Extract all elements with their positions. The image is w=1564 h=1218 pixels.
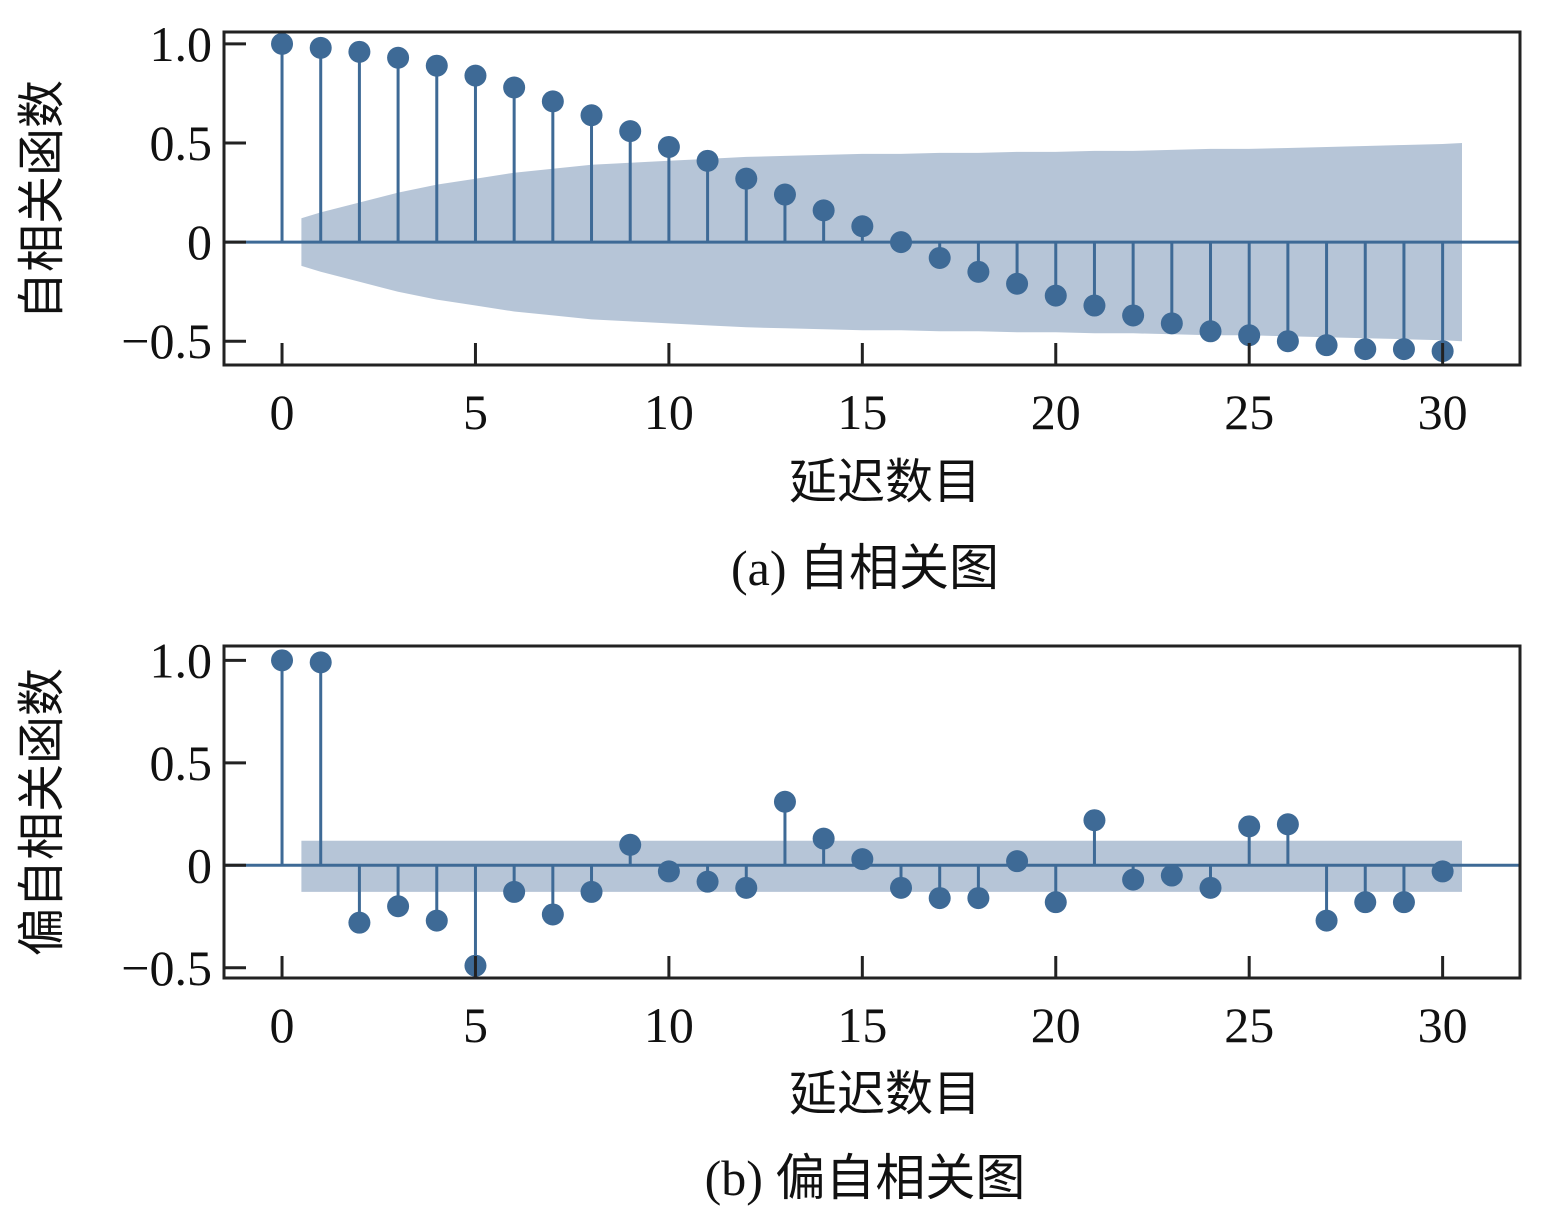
plot-frame <box>222 30 1522 367</box>
stem-marker <box>309 651 332 674</box>
stem-marker <box>541 90 564 113</box>
stem-marker <box>271 649 294 672</box>
stem-marker <box>619 833 642 856</box>
axes-frame <box>222 30 1522 367</box>
stem-marker <box>387 46 410 69</box>
stem-marker <box>541 903 564 926</box>
stem-marker <box>773 183 796 206</box>
chart-caption: (a) 自相关图 <box>731 540 999 596</box>
y-tick-label: −0.5 <box>121 940 212 996</box>
stem-marker <box>967 260 990 283</box>
x-tick-label: 25 <box>1224 997 1274 1053</box>
axes-frame <box>222 644 1522 980</box>
tick-layer: 0 5 10 15 20 25 30 1.0 0.5 0 −0.5 <box>121 632 1467 1053</box>
stem-marker <box>271 32 294 55</box>
stem-marker <box>348 40 371 63</box>
stem-marker <box>1315 909 1338 932</box>
y-tick-label: 1.0 <box>150 16 213 72</box>
stem-marker <box>657 860 680 883</box>
x-tick-label: 15 <box>837 384 887 440</box>
stem-marker <box>1199 876 1222 899</box>
y-tick-label: 0 <box>187 837 212 893</box>
stem-marker <box>425 54 448 77</box>
stem-marker <box>735 167 758 190</box>
y-axis-title: 偏自相关函数 <box>14 668 70 956</box>
y-tick-label: 0 <box>187 214 212 270</box>
stem-marker <box>1431 860 1454 883</box>
stem-marker <box>1238 324 1261 347</box>
stem-marker <box>1083 809 1106 832</box>
x-tick-label: 25 <box>1224 384 1274 440</box>
stem-marker <box>425 909 448 932</box>
stem-marker <box>851 848 874 871</box>
stem-marker <box>1083 294 1106 317</box>
stem-marker <box>580 104 603 127</box>
stem-marker <box>890 876 913 899</box>
x-axis-title: 延迟数目 <box>789 454 981 510</box>
stem-marker <box>1006 272 1029 295</box>
pacf-panel: 0 5 10 15 20 25 30 1.0 0.5 0 −0.5 延迟数目 偏自相关函数 (b) … <box>14 632 1522 1206</box>
x-tick-label: 15 <box>837 997 887 1053</box>
stem-marker <box>696 149 719 172</box>
x-tick-label: 10 <box>644 997 694 1053</box>
plot-frame <box>222 644 1522 980</box>
stem-marker <box>1044 891 1067 914</box>
stem-layer <box>224 649 1520 977</box>
stem-marker <box>387 895 410 918</box>
stem-marker <box>657 135 680 158</box>
stem-marker <box>1160 312 1183 335</box>
stem-marker <box>309 36 332 59</box>
x-tick-label: 10 <box>644 384 694 440</box>
stem-marker <box>619 120 642 143</box>
x-tick-label: 5 <box>463 384 488 440</box>
stem-marker <box>1122 304 1145 327</box>
stem-marker <box>928 246 951 269</box>
x-axis-title: 延迟数目 <box>789 1066 981 1122</box>
y-axis-title: 自相关函数 <box>14 80 70 320</box>
acf-panel: 0 5 10 15 20 25 30 1.0 0.5 0 −0.5 延迟数目 自相关函数 (a) 自… <box>14 16 1522 596</box>
stem-marker <box>1006 850 1029 873</box>
stem-marker <box>1122 868 1145 891</box>
stem-marker <box>348 911 371 934</box>
tick-layer: 0 5 10 15 20 25 30 1.0 0.5 0 −0.5 <box>121 16 1467 440</box>
stem-marker <box>735 876 758 899</box>
x-tick-label: 20 <box>1031 997 1081 1053</box>
y-tick-label: −0.5 <box>121 313 212 369</box>
stem-marker <box>503 880 526 903</box>
x-tick-label: 0 <box>270 997 295 1053</box>
stem-marker <box>1199 320 1222 343</box>
stem-marker <box>812 827 835 850</box>
stem-marker <box>696 870 719 893</box>
x-tick-label: 30 <box>1418 384 1468 440</box>
stem-marker <box>928 887 951 910</box>
y-tick-label: 0.5 <box>150 115 213 171</box>
stem-marker <box>464 64 487 87</box>
stem-marker <box>1276 330 1299 353</box>
chart-caption: (b) 偏自相关图 <box>705 1150 1026 1206</box>
stem-marker <box>967 887 990 910</box>
stem-marker <box>1354 338 1377 361</box>
x-tick-label: 30 <box>1418 997 1468 1053</box>
stem-marker <box>1354 891 1377 914</box>
stem-marker <box>773 790 796 813</box>
y-tick-label: 0.5 <box>150 735 213 791</box>
stem-marker <box>1238 815 1261 838</box>
stem-marker <box>890 231 913 254</box>
stem-marker <box>1315 334 1338 357</box>
x-tick-label: 0 <box>270 384 295 440</box>
stem-marker <box>851 215 874 238</box>
stem-marker <box>1160 864 1183 887</box>
stem-marker <box>580 880 603 903</box>
stem-marker <box>1276 813 1299 836</box>
stem-marker <box>1392 338 1415 361</box>
x-tick-label: 20 <box>1031 384 1081 440</box>
stem-marker <box>812 199 835 222</box>
stem-marker <box>1044 284 1067 307</box>
y-tick-label: 1.0 <box>150 632 213 688</box>
stem-marker <box>1392 891 1415 914</box>
x-tick-label: 5 <box>463 997 488 1053</box>
stem-marker <box>503 76 526 99</box>
stem-layer <box>224 32 1520 363</box>
